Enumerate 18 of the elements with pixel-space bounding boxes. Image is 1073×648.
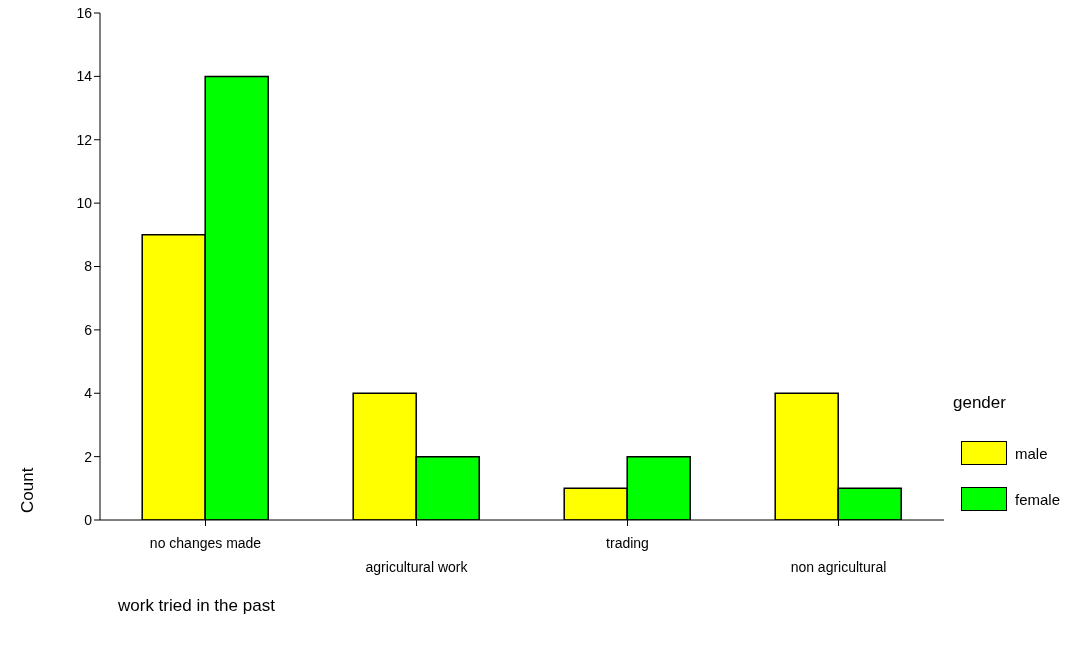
- y-tick-label: 0: [84, 511, 93, 528]
- y-axis-title: Count: [17, 467, 38, 513]
- y-tick-label: 8: [84, 258, 93, 275]
- x-tick-label: no changes made: [149, 535, 262, 551]
- legend-label: male: [1015, 444, 1048, 462]
- x-tick-label: agricultural work: [365, 559, 469, 575]
- y-tick-label: 2: [84, 448, 93, 465]
- x-tick-label: non agricultural: [790, 559, 887, 575]
- y-tick-label: 4: [84, 385, 93, 402]
- y-tick-label: 14: [76, 68, 93, 85]
- y-tick-label: 6: [84, 321, 93, 338]
- x-tick-label: trading: [606, 535, 649, 551]
- x-axis-title: work tried in the past: [118, 596, 275, 616]
- legend-title: gender: [953, 393, 1007, 413]
- y-tick-label: 16: [76, 4, 93, 21]
- y-tick-label: 10: [76, 195, 93, 212]
- legend-label: female: [1015, 490, 1061, 508]
- y-tick-label: 12: [76, 131, 93, 148]
